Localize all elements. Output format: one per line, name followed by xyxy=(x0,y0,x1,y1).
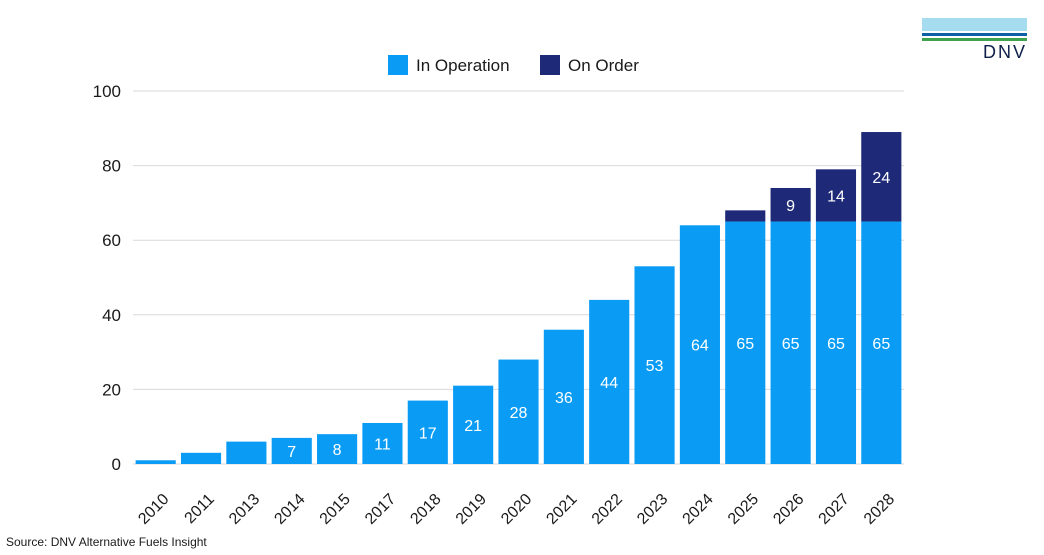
bar-in-operation-2022 xyxy=(589,299,630,464)
data-label-on-order-2026: 9 xyxy=(786,198,795,215)
bar-in-operation-2011 xyxy=(180,452,222,464)
logo-band-green xyxy=(922,38,1027,41)
data-label-in-operation-2017: 11 xyxy=(374,436,391,453)
bar-on-order-2027 xyxy=(815,169,857,222)
data-label-in-operation-2020: 28 xyxy=(510,405,528,422)
x-tick-label-2018: 2018 xyxy=(407,491,444,528)
legend-label-on-order: On Order xyxy=(568,56,639,75)
x-tick-label-2026: 2026 xyxy=(770,491,807,528)
x-tick-label-2014: 2014 xyxy=(271,491,308,528)
x-tick-label-2011: 2011 xyxy=(182,491,218,527)
x-tick-label-2010: 2010 xyxy=(135,491,172,528)
legend-label-in-operation: In Operation xyxy=(416,56,510,75)
x-tick-label-2017: 2017 xyxy=(362,491,399,528)
x-tick-label-2015: 2015 xyxy=(317,491,354,528)
bar-in-operation-2024 xyxy=(679,225,720,464)
y-tick-label: 100 xyxy=(93,82,121,101)
x-tick-label-2019: 2019 xyxy=(453,491,490,528)
legend-swatch-on-order xyxy=(540,55,560,75)
x-axis: 2010 2011 2013 2014 2015 2017 2018 2019 2020 2021… xyxy=(135,491,898,528)
bar-in-operation-2023 xyxy=(634,266,675,464)
y-tick-label: 40 xyxy=(102,306,121,325)
bar-in-operation-2025 xyxy=(725,221,766,464)
bar-in-operation-2013 xyxy=(226,441,267,464)
dnv-logo: DNV xyxy=(922,18,1027,61)
logo-text: DNV xyxy=(982,42,1027,62)
logo-band-light xyxy=(922,18,1027,31)
legend: In Operation On Order xyxy=(388,55,639,75)
y-axis: 0 20 40 60 80 100 xyxy=(93,82,121,474)
x-tick-label-2027: 2027 xyxy=(816,491,853,528)
bar-on-order-2025 xyxy=(725,210,766,222)
bar-in-operation-2021 xyxy=(543,329,584,464)
y-tick-label: 20 xyxy=(102,380,121,399)
data-label-in-operation-2018: 17 xyxy=(419,425,437,442)
bar-on-order-2026 xyxy=(770,187,811,222)
bar-in-operation-2015 xyxy=(317,434,358,464)
bar-in-operation-2028 xyxy=(861,221,902,464)
data-label-on-order-2027: 14 xyxy=(827,188,845,205)
data-label-in-operation-2014: 7 xyxy=(287,444,296,461)
x-tick-label-2020: 2020 xyxy=(498,491,535,528)
logo-band-blue xyxy=(922,33,1027,36)
data-label-in-operation-2021: 36 xyxy=(555,390,573,407)
data-label-in-operation-2015: 8 xyxy=(333,442,342,459)
bar-in-operation-2027 xyxy=(815,221,857,464)
bars: 7 8 11 17 21 28 36 44 53 64 65 65 9 65 14 65 24 xyxy=(135,132,902,464)
data-label-in-operation-2022: 44 xyxy=(600,375,618,392)
data-label-in-operation-2024: 64 xyxy=(691,338,709,355)
bar-in-operation-2018 xyxy=(407,400,448,464)
data-label-in-operation-2023: 53 xyxy=(646,358,664,375)
data-label-in-operation-2028: 65 xyxy=(872,336,890,353)
legend-swatch-in-operation xyxy=(388,55,408,75)
bar-in-operation-2014 xyxy=(271,437,312,464)
x-tick-label-2021: 2021 xyxy=(543,491,580,528)
data-label-in-operation-2026: 65 xyxy=(782,336,800,353)
bar-in-operation-2019 xyxy=(453,385,494,464)
y-tick-label: 60 xyxy=(102,231,121,250)
x-tick-label-2025: 2025 xyxy=(725,491,762,528)
source-note: Source: DNV Alternative Fuels Insight xyxy=(6,535,207,549)
y-tick-label: 0 xyxy=(112,455,121,474)
bar-in-operation-2026 xyxy=(770,221,811,464)
bar-on-order-2028 xyxy=(861,132,902,222)
x-tick-label-2013: 2013 xyxy=(226,491,263,528)
x-tick-label-2024: 2024 xyxy=(680,491,717,528)
data-label-in-operation-2025: 65 xyxy=(736,336,754,353)
bar-in-operation-2017 xyxy=(362,422,403,464)
x-tick-label-2023: 2023 xyxy=(634,491,671,528)
data-label-on-order-2028: 24 xyxy=(872,170,890,187)
bar-in-operation-2010 xyxy=(135,460,176,464)
data-label-in-operation-2019: 21 xyxy=(464,418,482,435)
x-tick-label-2022: 2022 xyxy=(589,491,626,528)
x-tick-label-2028: 2028 xyxy=(861,491,898,528)
bar-in-operation-2020 xyxy=(498,359,539,464)
data-label-in-operation-2027: 65 xyxy=(827,336,845,353)
y-tick-label: 80 xyxy=(102,157,121,176)
